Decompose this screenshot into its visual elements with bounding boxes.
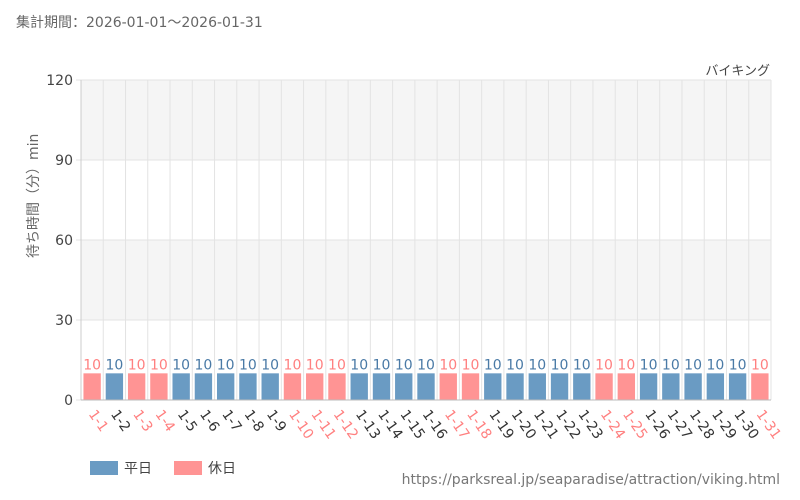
value-label-1-4: 10	[150, 357, 168, 373]
legend-item-holiday[interactable]: 休日	[174, 458, 236, 478]
bar-1-8	[239, 373, 257, 400]
bar-1-31	[751, 373, 769, 400]
x-tick-label-1-3: 1-3	[129, 407, 155, 435]
value-label-1-26: 10	[640, 357, 658, 373]
bar-1-29	[706, 373, 725, 400]
value-label-1-24: 10	[595, 357, 613, 373]
x-tick-label-1-8: 1-8	[241, 407, 267, 435]
value-label-1-22: 10	[551, 357, 569, 373]
bar-1-19	[484, 373, 502, 400]
value-label-1-27: 10	[662, 357, 680, 373]
value-label-1-16: 10	[417, 357, 435, 373]
period-label: 集計期間：2026-01-01～2026-01-31	[16, 15, 263, 31]
chart-legend: 平日 休日	[90, 458, 236, 478]
x-tick-label-1-2: 1-2	[107, 407, 133, 435]
attraction-name: バイキング	[705, 64, 770, 79]
value-label-1-19: 10	[484, 357, 502, 373]
legend-swatch-weekday	[90, 461, 118, 475]
value-label-1-21: 10	[528, 357, 546, 373]
source-url: https://parksreal.jp/seaparadise/attract…	[401, 472, 780, 488]
y-tick-label: 60	[55, 233, 73, 249]
bar-1-18	[461, 373, 480, 400]
x-tick-label-1-5: 1-5	[174, 407, 200, 435]
value-label-1-28: 10	[684, 357, 702, 373]
value-label-1-11: 10	[306, 357, 324, 373]
value-label-1-13: 10	[350, 357, 368, 373]
y-tick-label: 120	[46, 73, 73, 89]
value-label-1-8: 10	[239, 357, 257, 373]
bar-1-14	[372, 373, 391, 400]
bar-1-2	[105, 373, 124, 400]
value-label-1-1: 10	[83, 357, 101, 373]
x-tick-label-1-4: 1-4	[152, 407, 178, 435]
bar-1-6	[194, 373, 213, 400]
legend-item-weekday[interactable]: 平日	[90, 458, 152, 478]
bar-1-12	[328, 373, 346, 400]
value-label-1-2: 10	[105, 357, 123, 373]
bar-1-7	[216, 373, 235, 400]
value-label-1-12: 10	[328, 357, 346, 373]
value-label-1-9: 10	[261, 357, 279, 373]
grid-band	[81, 240, 771, 320]
bar-1-3	[127, 373, 146, 400]
value-label-1-6: 10	[195, 357, 213, 373]
bar-1-30	[728, 373, 747, 400]
legend-swatch-holiday	[174, 461, 202, 475]
bar-1-26	[639, 373, 658, 400]
x-tick-label-1-9: 1-9	[263, 407, 289, 435]
x-tick-label-1-6: 1-6	[196, 407, 222, 435]
value-label-1-31: 10	[751, 357, 769, 373]
bar-1-20	[506, 373, 524, 400]
x-tick-label-1-7: 1-7	[218, 407, 244, 435]
value-label-1-18: 10	[462, 357, 480, 373]
value-label-1-29: 10	[706, 357, 724, 373]
bar-1-1	[83, 373, 101, 400]
bar-1-24	[595, 373, 613, 400]
bar-1-17	[439, 373, 457, 400]
value-label-1-5: 10	[172, 357, 190, 373]
value-label-1-10: 10	[284, 357, 302, 373]
legend-label-weekday: 平日	[124, 461, 152, 477]
value-label-1-7: 10	[217, 357, 235, 373]
grid-band	[81, 80, 771, 160]
x-tick-label-1-31: 1-31	[753, 407, 784, 442]
bar-1-27	[662, 373, 680, 400]
bar-1-22	[550, 373, 569, 400]
y-tick-label: 90	[55, 153, 73, 169]
bar-1-13	[350, 373, 368, 400]
value-label-1-23: 10	[573, 357, 591, 373]
bar-1-11	[306, 373, 324, 400]
value-label-1-14: 10	[373, 357, 391, 373]
y-tick-label: 0	[64, 393, 73, 409]
value-label-1-17: 10	[439, 357, 457, 373]
value-label-1-30: 10	[729, 357, 747, 373]
x-tick-label-1-1: 1-1	[85, 407, 111, 435]
bar-1-5	[172, 373, 190, 400]
bar-1-15	[395, 373, 413, 400]
bar-1-16	[417, 373, 435, 400]
value-label-1-20: 10	[506, 357, 524, 373]
bar-1-10	[283, 373, 302, 400]
legend-label-holiday: 休日	[208, 461, 236, 477]
bar-1-21	[528, 373, 546, 400]
bar-1-23	[573, 373, 591, 400]
value-label-1-15: 10	[395, 357, 413, 373]
bar-1-9	[261, 373, 279, 400]
bar-1-28	[684, 373, 702, 400]
value-label-1-25: 10	[617, 357, 635, 373]
value-label-1-3: 10	[128, 357, 146, 373]
bar-1-25	[617, 373, 636, 400]
bar-1-4	[150, 373, 168, 400]
y-tick-label: 30	[55, 313, 73, 329]
wait-time-chart: 0 30 60 90 120 10 1-1 10 1-2 10 1-3 10 1-4 10 1-5 10 1-6…	[46, 73, 784, 442]
